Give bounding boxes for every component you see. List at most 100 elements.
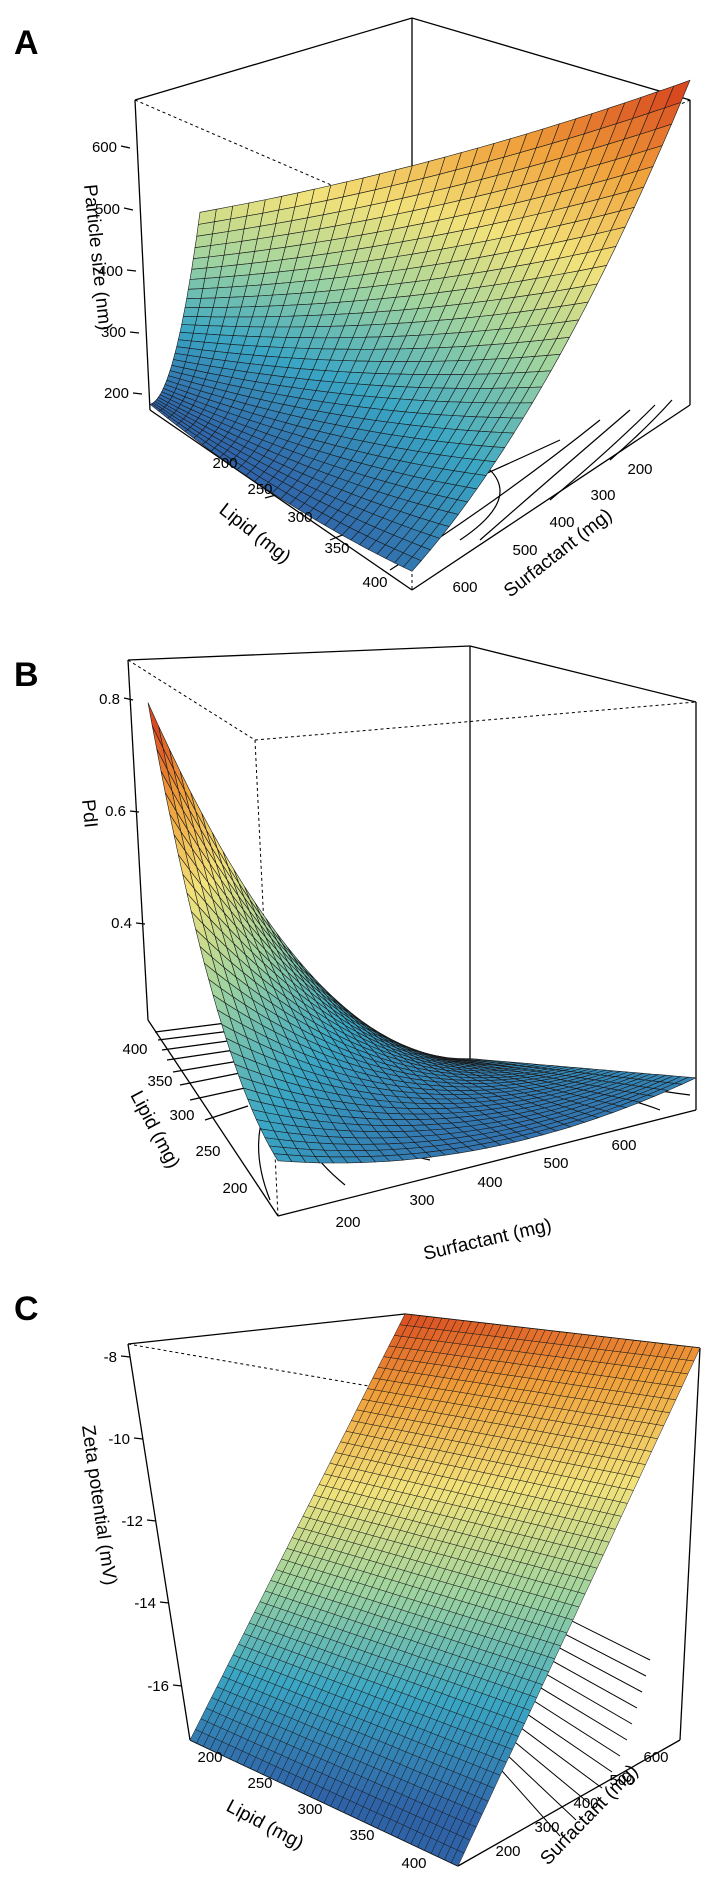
- x-tick-label: 200: [212, 455, 237, 472]
- chart-b-xlabel: Lipid (mg): [126, 1087, 184, 1171]
- chart-c-y-ticks: 200 300 400 500 600: [495, 1749, 668, 1860]
- panel-a: A 600 500: [0, 0, 716, 640]
- surface-facet: [202, 276, 220, 289]
- surface-facet: [191, 332, 207, 343]
- y-tick-label: 200: [627, 461, 652, 478]
- panel-letter-b: B: [14, 656, 39, 694]
- chart-b-z-ticks: 0.8 0.6 0.4: [99, 691, 146, 932]
- x-tick-label: 350: [349, 1827, 374, 1844]
- surface-facet: [210, 306, 228, 318]
- surface-facet: [200, 287, 218, 299]
- y-tick-label: 500: [609, 1772, 634, 1789]
- chart-b-x-ticks: 400 350 300 250 200: [122, 1041, 247, 1197]
- y-tick-label: 600: [611, 1137, 636, 1154]
- z-tick-label: -12: [121, 1513, 143, 1530]
- y-tick-label: 500: [512, 542, 537, 559]
- panel-c: C: [0, 1280, 716, 1896]
- surface-facet: [402, 556, 422, 572]
- surface-facet: [184, 297, 202, 309]
- chart-c-ylabel: Surfactant (mg): [536, 1761, 642, 1870]
- x-tick-label: 250: [195, 1143, 220, 1160]
- surface-facet: [204, 266, 223, 279]
- chart-b-surface: [147, 702, 698, 1164]
- y-tick-label: 300: [590, 487, 615, 504]
- z-tick-label: 200: [104, 385, 129, 402]
- x-tick-label: 250: [247, 1775, 272, 1792]
- chart-a-y-ticks: 200 300 400 500 600: [452, 461, 652, 596]
- z-tick-label: -10: [108, 1431, 130, 1448]
- panel-b: B: [0, 640, 716, 1280]
- z-tick-label: 600: [92, 139, 117, 156]
- surface-facet: [219, 264, 238, 278]
- panel-letter-a: A: [14, 24, 39, 62]
- chart-b-y-ticks: 200 300 400 500 600: [335, 1137, 636, 1231]
- x-tick-label: 350: [324, 540, 349, 557]
- surface-facet: [686, 1346, 701, 1362]
- surface-facet: [192, 324, 210, 335]
- chart-b-zlabel: PdI: [77, 798, 101, 829]
- y-tick-label: 400: [477, 1174, 502, 1191]
- surface-facet: [196, 307, 214, 318]
- surface-facet: [249, 316, 267, 328]
- surface-facet: [226, 296, 245, 308]
- x-tick-label: 400: [362, 574, 387, 591]
- chart-c-svg: C: [14, 1290, 701, 1872]
- panel-letter-c: C: [14, 1290, 39, 1328]
- surface-facet: [214, 286, 233, 299]
- y-tick-label: 200: [495, 1843, 520, 1860]
- chart-c-zlabel: Zeta potential (mV): [77, 1424, 120, 1587]
- surface-facet: [328, 1156, 349, 1164]
- surface-facet: [194, 316, 212, 327]
- surface-facet: [182, 307, 200, 317]
- z-tick-label: 300: [101, 324, 126, 341]
- z-tick-label: 0.8: [99, 691, 120, 708]
- chart-a-z-ticks: 600 500 400 300 200: [92, 139, 143, 402]
- chart-c-z-ticks: -8 -10 -12 -14 -16: [104, 1349, 183, 1695]
- chart-c-x-ticks: 200 250 300 350 400: [197, 1749, 426, 1872]
- surface-facet: [208, 316, 226, 327]
- chart-a-svg: A 600 500: [14, 17, 691, 602]
- x-tick-label: 250: [247, 481, 272, 498]
- x-tick-label: 400: [401, 1855, 426, 1872]
- surface-facet: [212, 296, 230, 308]
- y-tick-label: 400: [573, 1795, 598, 1812]
- surface-facet: [206, 325, 223, 336]
- z-tick-label: 0.6: [105, 803, 126, 820]
- chart-b-ylabel: Surfactant (mg): [421, 1215, 553, 1265]
- z-tick-label: -14: [134, 1595, 156, 1612]
- surface-facet: [217, 275, 235, 289]
- z-tick-label: 0.4: [111, 915, 132, 932]
- surface-facet: [221, 252, 240, 267]
- z-tick-label: -8: [104, 1349, 117, 1366]
- x-tick-label: 200: [222, 1180, 247, 1197]
- z-tick-label: -16: [147, 1678, 169, 1695]
- chart-a-surface: [149, 79, 691, 572]
- x-tick-label: 350: [147, 1073, 172, 1090]
- x-tick-label: 300: [169, 1107, 194, 1124]
- x-tick-label: 300: [287, 509, 312, 526]
- chart-c-xlabel: Lipid (mg): [223, 1796, 307, 1854]
- x-tick-label: 400: [122, 1041, 147, 1058]
- surface-facet: [229, 285, 247, 298]
- surface-facet: [198, 297, 216, 308]
- surface-facet: [192, 245, 211, 260]
- chart-a-xlabel: Lipid (mg): [215, 499, 295, 568]
- x-tick-label: 200: [197, 1749, 222, 1766]
- surface-facet: [204, 333, 221, 344]
- surface-facet: [179, 324, 196, 334]
- y-tick-label: 500: [543, 1155, 568, 1172]
- chart-a-box: [134, 17, 691, 591]
- surface-facet: [189, 267, 208, 280]
- surface-facet: [187, 278, 206, 290]
- surface-facet: [206, 254, 225, 269]
- surface-facet: [181, 315, 198, 326]
- z-tick-label: 400: [98, 263, 123, 280]
- y-tick-label: 200: [335, 1214, 360, 1231]
- y-tick-label: 300: [409, 1192, 434, 1209]
- x-tick-label: 300: [297, 1801, 322, 1818]
- surface-facet: [231, 274, 250, 288]
- y-tick-label: 400: [549, 514, 574, 531]
- y-tick-label: 600: [452, 579, 477, 596]
- y-tick-label: 600: [643, 1749, 668, 1766]
- chart-a-x-ticks: 200 250 300 350 400: [212, 455, 387, 591]
